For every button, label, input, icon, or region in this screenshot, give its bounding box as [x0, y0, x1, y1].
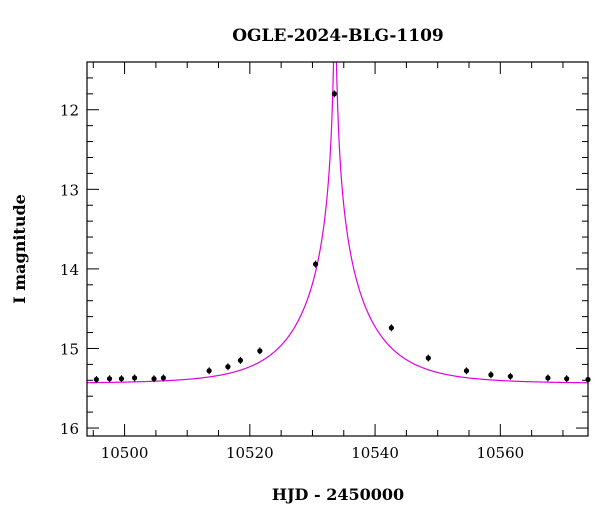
data-point	[106, 376, 113, 382]
data-point	[388, 325, 394, 331]
data-point	[93, 376, 99, 383]
x-tick-label: 10540	[351, 444, 399, 462]
data-point	[160, 375, 167, 381]
model-curve	[87, 62, 588, 384]
data-point	[206, 368, 212, 374]
data-point	[237, 357, 244, 364]
data-point	[118, 376, 125, 382]
chart-title: OGLE-2024-BLG-1109	[232, 26, 444, 46]
data-point	[488, 372, 494, 378]
y-tick-label: 16	[60, 420, 79, 438]
data-point	[151, 376, 157, 382]
x-tick-label: 10500	[101, 444, 149, 462]
y-tick-label: 15	[60, 340, 79, 358]
data-point	[312, 261, 319, 267]
data-point	[463, 368, 470, 374]
data-point	[131, 375, 138, 381]
x-axis-label: HJD - 2450000	[272, 485, 404, 504]
y-tick-label: 12	[60, 102, 79, 120]
data-point	[507, 373, 513, 379]
data-point	[331, 91, 337, 97]
data-point	[564, 376, 570, 382]
y-axis-label: I magnitude	[10, 194, 29, 304]
data-point	[257, 348, 263, 354]
x-tick-label: 10560	[476, 444, 524, 462]
x-tick-label: 10520	[226, 444, 274, 462]
plot-area: 10500 10520 10540 10560 12 13 14 15 16	[60, 61, 591, 462]
data-point	[425, 355, 431, 361]
y-tick-label: 13	[60, 181, 79, 199]
data-point	[225, 364, 231, 370]
data-point	[545, 375, 551, 381]
y-tick-label: 14	[60, 261, 79, 279]
plot-frame	[86, 61, 589, 437]
